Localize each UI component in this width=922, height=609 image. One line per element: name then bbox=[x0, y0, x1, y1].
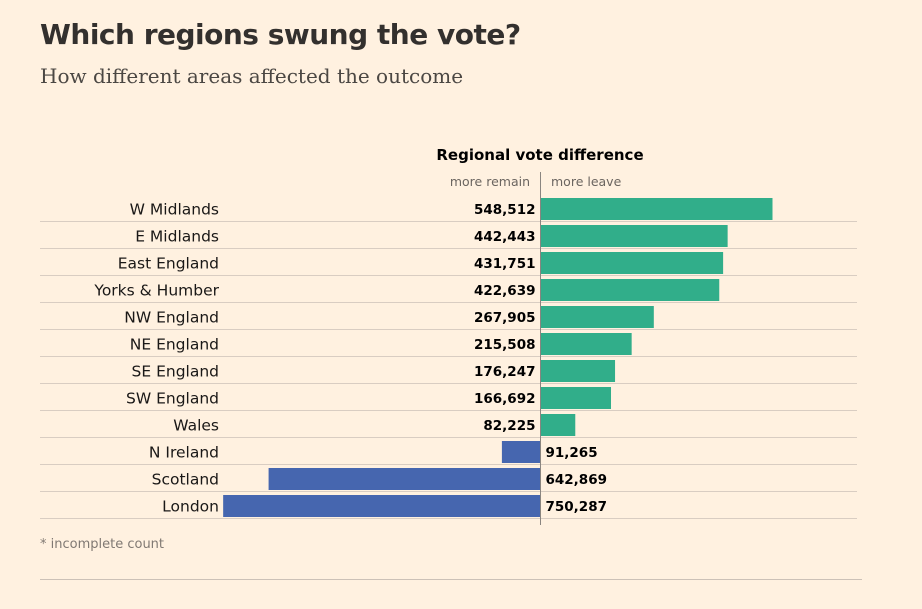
data-label: 642,869 bbox=[546, 472, 608, 488]
data-label: 215,508 bbox=[474, 337, 536, 353]
data-label: 91,265 bbox=[546, 445, 598, 461]
bar bbox=[540, 333, 632, 355]
category-label: SE England bbox=[132, 363, 219, 381]
bar bbox=[540, 225, 728, 247]
chart-heading: Regional vote difference bbox=[436, 146, 643, 164]
bar bbox=[540, 279, 720, 301]
data-label: 82,225 bbox=[483, 418, 535, 434]
footnote: * incomplete count bbox=[40, 537, 165, 552]
bar bbox=[540, 414, 576, 436]
category-label: NW England bbox=[124, 309, 219, 327]
category-label: London bbox=[162, 498, 219, 516]
bar bbox=[268, 468, 541, 490]
category-label: SW England bbox=[126, 390, 219, 408]
data-label: 431,751 bbox=[474, 256, 536, 272]
bar bbox=[540, 360, 616, 382]
data-label: 267,905 bbox=[474, 310, 536, 326]
category-label: W Midlands bbox=[130, 201, 219, 219]
category-label: NE England bbox=[130, 336, 219, 354]
chart-subtitle: How different areas affected the outcome bbox=[40, 64, 464, 88]
category-label: E Midlands bbox=[135, 228, 219, 246]
bar bbox=[540, 252, 724, 274]
bar bbox=[501, 441, 541, 463]
chart-title: Which regions swung the vote? bbox=[40, 18, 521, 51]
bar bbox=[223, 495, 541, 517]
data-label: 442,443 bbox=[474, 229, 536, 245]
data-label: 750,287 bbox=[546, 499, 608, 515]
data-label: 166,692 bbox=[474, 391, 536, 407]
category-label: Yorks & Humber bbox=[93, 282, 219, 300]
bar bbox=[540, 306, 654, 328]
bar bbox=[540, 198, 773, 220]
category-label: N Ireland bbox=[149, 444, 219, 462]
category-label: East England bbox=[118, 255, 219, 273]
data-label: 176,247 bbox=[474, 364, 536, 380]
data-label: 548,512 bbox=[474, 202, 536, 218]
category-label: Wales bbox=[173, 417, 219, 435]
direction-label-leave: more leave bbox=[551, 174, 622, 189]
direction-label-remain: more remain bbox=[450, 174, 530, 189]
data-label: 422,639 bbox=[474, 283, 536, 299]
category-label: Scotland bbox=[152, 471, 219, 489]
bar bbox=[540, 387, 612, 409]
